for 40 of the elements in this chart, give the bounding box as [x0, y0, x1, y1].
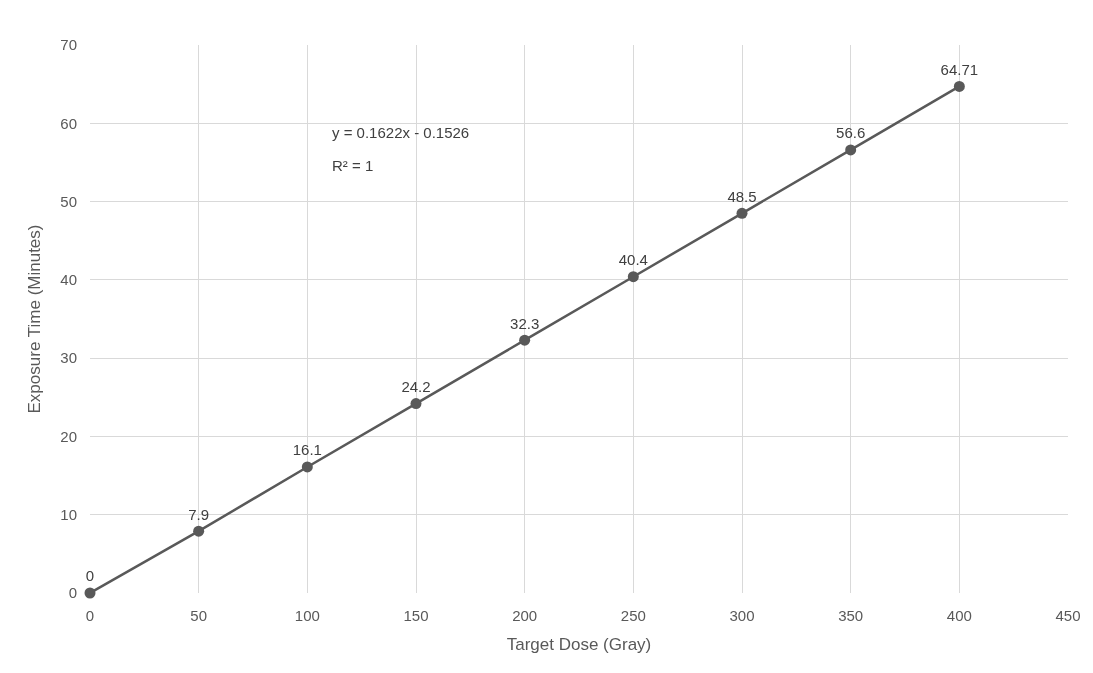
annotation: R² = 1 [332, 157, 374, 174]
point [410, 398, 422, 410]
x-tick-label: 400 [946, 607, 972, 624]
point [736, 207, 748, 219]
data-label: 7.9 [188, 505, 210, 523]
x-tick-label: 200 [512, 607, 538, 624]
data-label: 64.71 [940, 60, 979, 78]
y-tick-label: 50 [60, 192, 77, 210]
y-tick-label: 0 [68, 584, 77, 602]
y-tick-label: 70 [60, 36, 77, 54]
point [519, 334, 531, 346]
x-tick-label: 350 [838, 607, 864, 624]
x-tick-label: 250 [620, 607, 646, 624]
point [845, 144, 857, 156]
data-label: 16.1 [292, 441, 322, 459]
point [627, 271, 639, 283]
data-label: 24.2 [401, 377, 431, 395]
x-tick-label: 100 [294, 607, 320, 624]
annotation: y = 0.1622x - 0.1526 [332, 124, 470, 141]
data-label: 40.4 [618, 251, 648, 269]
x-tick-label: 50 [190, 607, 208, 624]
data-label: 48.5 [727, 187, 757, 205]
x-tick-label: 0 [85, 607, 95, 624]
y-axis-title: Exposure Time (Minutes) [24, 224, 44, 414]
point [193, 525, 205, 537]
point [84, 587, 96, 599]
y-tick-label: 30 [60, 349, 77, 367]
y-tick-label: 40 [60, 271, 77, 289]
x-tick-label: 150 [403, 607, 429, 624]
data-label: 56.6 [836, 124, 866, 142]
y-tick-label: 20 [60, 427, 77, 445]
x-tick-label: 300 [729, 607, 755, 624]
point [953, 80, 965, 92]
y-tick-label: 10 [60, 505, 77, 523]
y-tick-label: 60 [60, 114, 77, 132]
data-label: 32.3 [510, 314, 540, 332]
data-label: 0 [85, 567, 95, 585]
point [301, 461, 313, 473]
x-tick-label: 450 [1055, 607, 1081, 624]
x-axis-title: Target Dose (Gray) [506, 635, 652, 655]
